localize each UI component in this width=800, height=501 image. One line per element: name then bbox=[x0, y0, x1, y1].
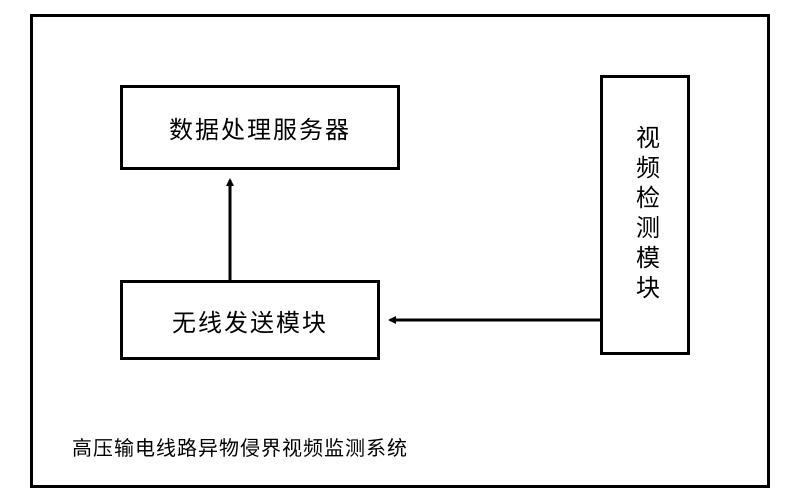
block-video-detection-label: 视频检测模块 bbox=[628, 125, 663, 305]
canvas: 数据处理服务器 无线发送模块 视频检测模块 高压输电线路异物侵界视频监测系统 bbox=[0, 0, 800, 501]
diagram-caption-text: 高压输电线路异物侵界视频监测系统 bbox=[72, 438, 408, 460]
block-wireless-module: 无线发送模块 bbox=[120, 280, 380, 360]
block-data-server: 数据处理服务器 bbox=[120, 85, 400, 170]
diagram-caption: 高压输电线路异物侵界视频监测系统 bbox=[72, 432, 408, 461]
block-data-server-label: 数据处理服务器 bbox=[169, 110, 351, 145]
block-video-detection: 视频检测模块 bbox=[600, 75, 690, 355]
block-wireless-module-label: 无线发送模块 bbox=[172, 303, 328, 338]
